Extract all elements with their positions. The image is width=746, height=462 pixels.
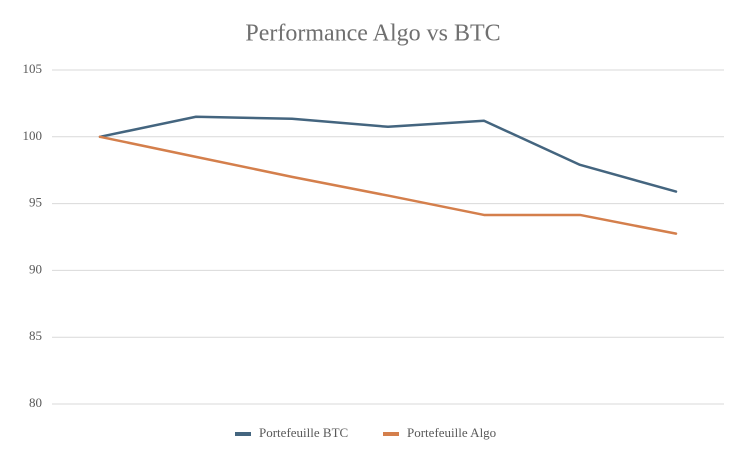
y-tick-label: 100 [23, 128, 43, 143]
y-tick-label: 105 [23, 61, 43, 76]
y-tick-label: 80 [29, 395, 42, 410]
y-tick-label: 90 [29, 261, 42, 276]
data-line [98, 135, 678, 235]
data-line [98, 115, 678, 193]
legend-label: Portefeuille Algo [407, 425, 496, 440]
legend-label: Portefeuille BTC [259, 425, 348, 440]
chart-title: Performance Algo vs BTC [245, 21, 500, 47]
y-tick-label: 95 [29, 195, 42, 210]
y-tick-label: 85 [29, 328, 42, 343]
